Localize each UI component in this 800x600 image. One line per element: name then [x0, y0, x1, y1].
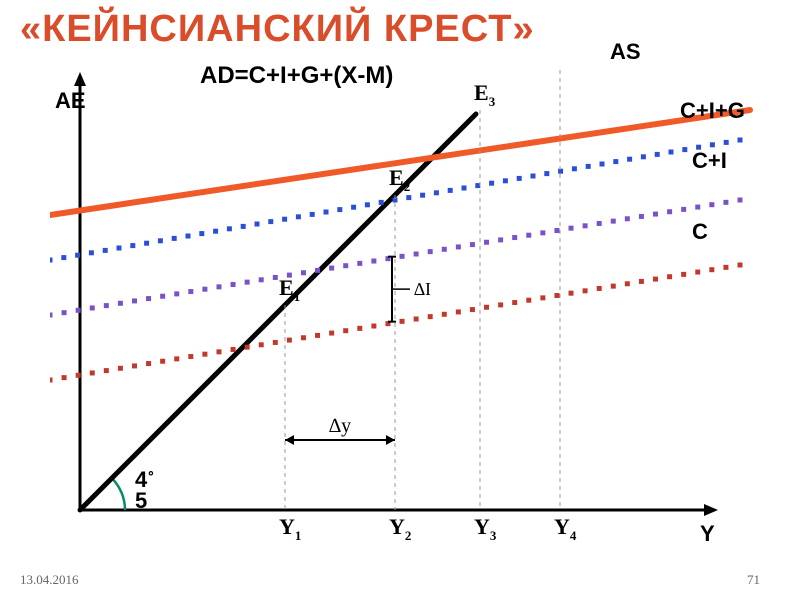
footer-page: 71 — [747, 572, 760, 588]
svg-text:∆y: ∆y — [329, 415, 351, 437]
svg-text:Y2: Y2 — [389, 514, 411, 543]
svg-text:Y4: Y4 — [554, 514, 577, 543]
svg-text:Y3: Y3 — [474, 514, 497, 543]
svg-text:E3: E3 — [474, 80, 496, 109]
cig-label: C+I+G — [680, 100, 740, 122]
c-label: C — [692, 220, 708, 243]
svg-text:E2: E2 — [389, 165, 410, 194]
ci-label: C+I — [692, 150, 732, 172]
keynesian-cross-chart: ∆y∆IE1E2E3E4Y1Y2Y3Y4 — [50, 70, 760, 560]
x-axis-label: Y — [700, 522, 715, 545]
svg-text:∆I: ∆I — [414, 279, 431, 299]
svg-text:Y1: Y1 — [279, 514, 301, 543]
ad-formula: AD=C+I+G+(X-M) — [200, 62, 393, 90]
chart-svg: ∆y∆IE1E2E3E4Y1Y2Y3Y4 — [50, 70, 760, 560]
as-label: AS — [610, 40, 641, 63]
angle-45-label: 4˚ 5 — [135, 470, 155, 512]
y-axis-label: AE — [55, 90, 86, 112]
footer-date: 13.04.2016 — [20, 572, 79, 588]
page-title: «КЕЙНСИАНСКИЙ КРЕСТ» — [20, 8, 535, 51]
svg-text:E1: E1 — [279, 275, 300, 304]
